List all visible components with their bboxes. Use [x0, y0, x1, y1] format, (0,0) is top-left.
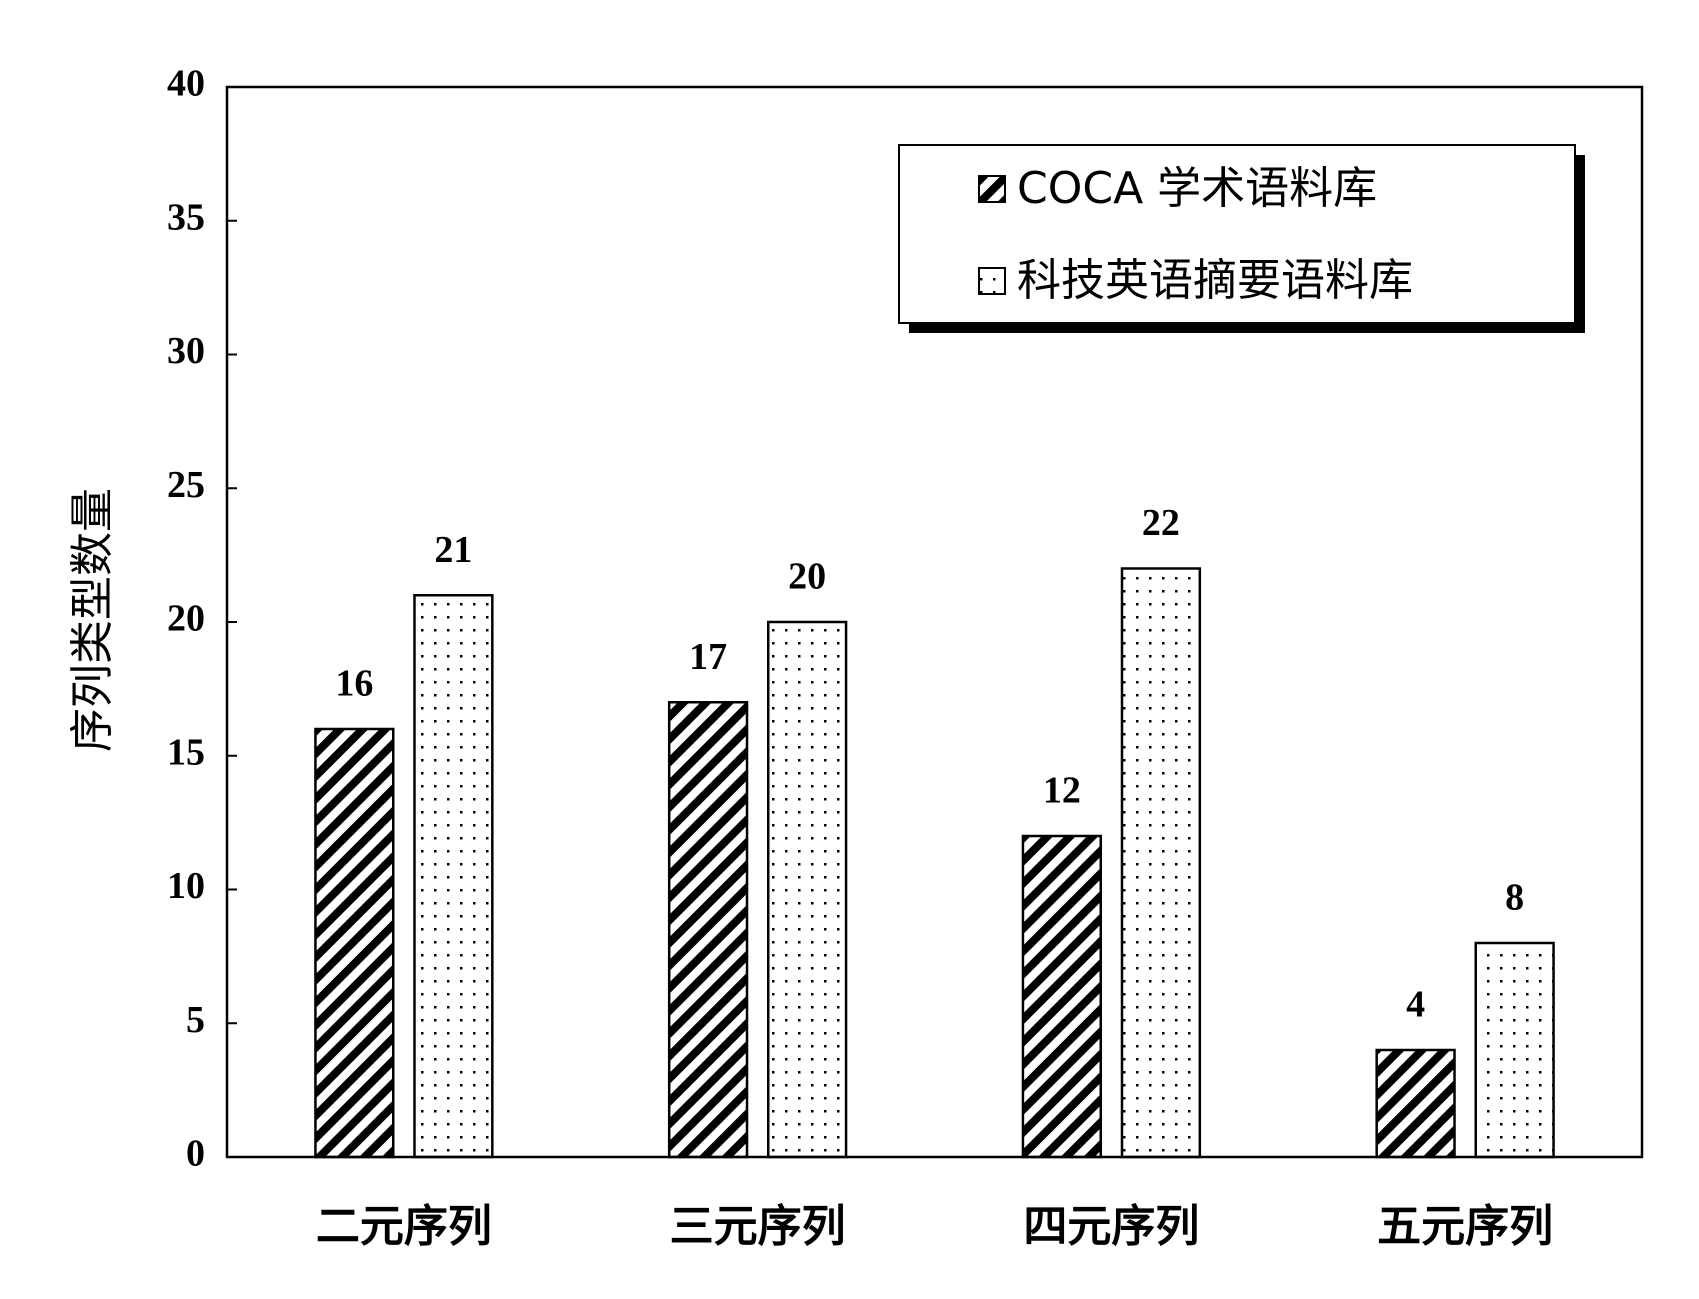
legend-swatch — [978, 267, 1006, 295]
legend-label: 科技英语摘要语料库 — [1017, 255, 1413, 306]
value-label: 22 — [1142, 502, 1180, 544]
bar — [667, 701, 749, 1159]
bar — [1375, 1048, 1456, 1159]
y-tick-label: 35 — [167, 196, 205, 238]
plot-frame — [225, 85, 1644, 1159]
bar — [1021, 834, 1103, 1159]
y-tick-label: 0 — [186, 1133, 205, 1175]
legend-label: COCA 学术语料库 — [1017, 163, 1377, 214]
value-label: 8 — [1505, 877, 1524, 919]
y-tick-label: 30 — [167, 330, 205, 372]
value-label: 16 — [335, 663, 373, 705]
bar — [766, 620, 848, 1159]
value-label: 21 — [434, 529, 472, 571]
legend-swatch — [978, 175, 1006, 203]
y-tick-label: 40 — [167, 63, 205, 105]
y-tick-label: 25 — [167, 464, 205, 506]
bar — [314, 727, 395, 1159]
y-tick-label: 20 — [167, 598, 205, 640]
value-label: 4 — [1406, 984, 1425, 1026]
bar — [1474, 941, 1555, 1159]
bar — [413, 594, 494, 1159]
x-tick-label: 二元序列 — [316, 1201, 492, 1252]
legend-box — [898, 144, 1576, 324]
y-tick-label: 15 — [167, 731, 205, 773]
y-tick-label: 5 — [186, 999, 205, 1041]
y-tick-label: 10 — [167, 865, 205, 907]
x-tick-label: 四元序列 — [1023, 1201, 1199, 1252]
value-label: 12 — [1043, 770, 1081, 812]
bar — [1120, 567, 1202, 1159]
x-tick-label: 三元序列 — [670, 1201, 846, 1252]
value-label: 17 — [689, 636, 727, 678]
y-axis-label: 序列类型数量 — [67, 488, 118, 752]
x-tick-label: 五元序列 — [1377, 1201, 1553, 1252]
value-label: 20 — [788, 556, 826, 598]
